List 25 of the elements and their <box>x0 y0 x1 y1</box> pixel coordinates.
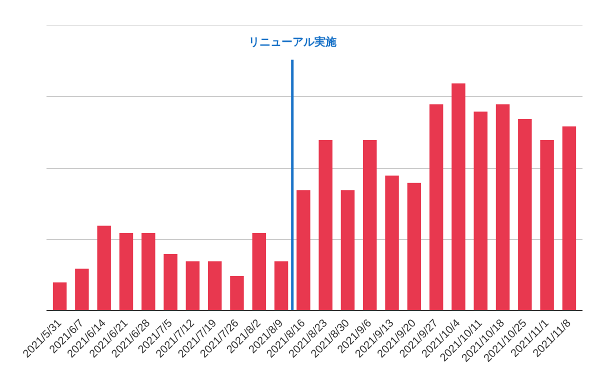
bar <box>296 190 310 310</box>
bar <box>97 226 111 310</box>
bar <box>496 104 510 310</box>
bar <box>186 261 200 310</box>
bar <box>363 140 377 310</box>
bar <box>208 261 222 310</box>
ref-line-label: リニューアル実施 <box>248 35 338 48</box>
bar <box>142 233 156 310</box>
bar <box>340 190 355 310</box>
bar <box>274 261 288 310</box>
bar <box>252 233 266 310</box>
bar <box>518 119 532 310</box>
bar <box>540 140 554 310</box>
bar <box>318 140 332 310</box>
bar <box>75 268 89 310</box>
bar <box>562 126 576 310</box>
bar <box>452 83 466 310</box>
bar <box>407 182 422 310</box>
bar <box>119 233 134 310</box>
bar <box>429 104 444 310</box>
bar <box>52 282 67 310</box>
bar <box>230 276 244 310</box>
bar <box>164 254 178 310</box>
bar <box>385 176 399 310</box>
bar <box>474 112 488 310</box>
